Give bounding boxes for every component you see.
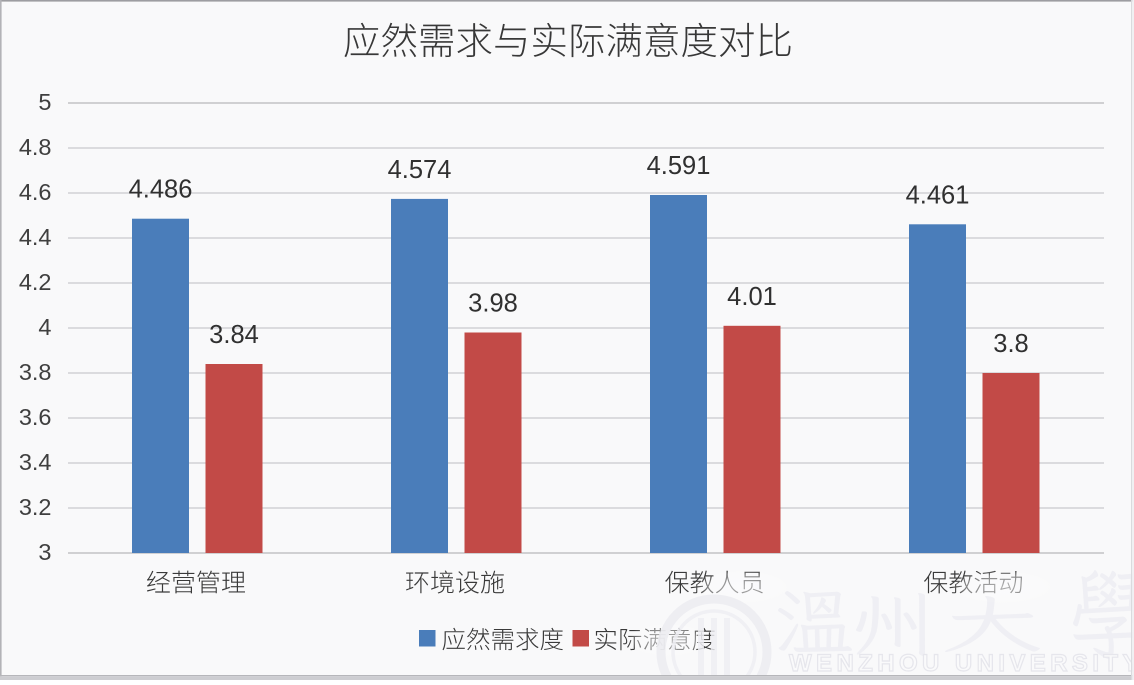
svg-text:3.84: 3.84 (209, 321, 259, 349)
svg-text:3.8: 3.8 (993, 330, 1028, 358)
svg-text:3.98: 3.98 (468, 290, 518, 318)
svg-text:3: 3 (38, 539, 51, 565)
svg-text:4.461: 4.461 (906, 181, 970, 209)
svg-text:4.4: 4.4 (19, 224, 52, 250)
svg-text:4.574: 4.574 (388, 156, 452, 184)
svg-text:4.8: 4.8 (19, 134, 52, 160)
svg-text:4.2: 4.2 (19, 269, 52, 295)
svg-text:4.01: 4.01 (727, 283, 777, 311)
svg-text:3.8: 3.8 (19, 359, 52, 385)
svg-text:4.591: 4.591 (647, 152, 711, 180)
svg-text:3.6: 3.6 (19, 404, 52, 430)
svg-text:4: 4 (38, 314, 51, 340)
svg-text:5: 5 (38, 89, 51, 115)
svg-text:WENZHOU UNIVERSITY: WENZHOU UNIVERSITY (789, 650, 1134, 677)
svg-text:3.2: 3.2 (19, 494, 52, 520)
svg-text:4.486: 4.486 (129, 176, 193, 204)
svg-text:3.4: 3.4 (19, 449, 52, 475)
svg-text:4.6: 4.6 (19, 179, 52, 205)
